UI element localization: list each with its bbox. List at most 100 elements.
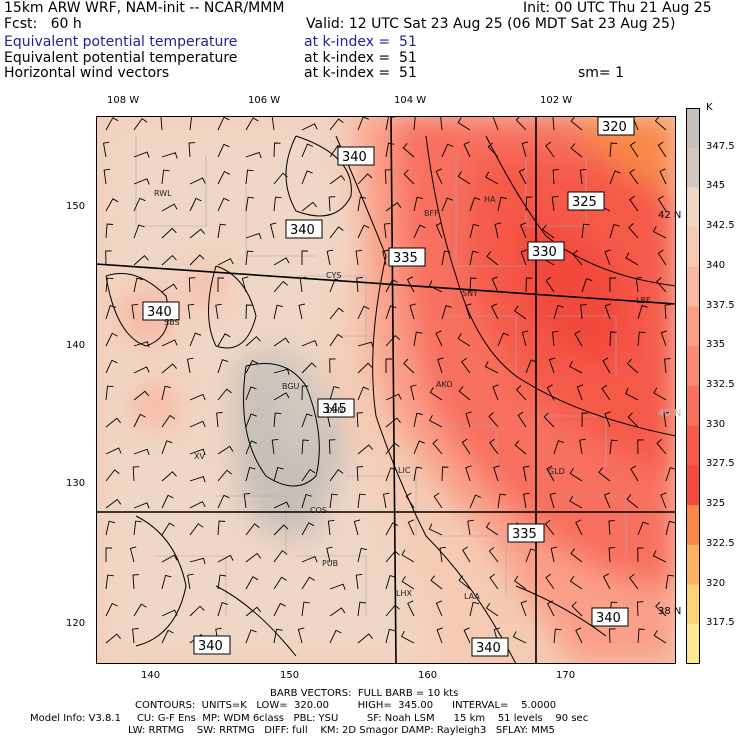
- wind-barb: [357, 362, 373, 374]
- wind-barb: [357, 224, 370, 239]
- wind-barb: [105, 332, 118, 347]
- wind-barb: [494, 222, 501, 239]
- wind-barb: [329, 358, 336, 374]
- wind-barb: [525, 359, 537, 374]
- wind-barb: [430, 575, 443, 590]
- wind-barb: [463, 141, 471, 158]
- wind-barb: [297, 627, 305, 644]
- wind-barb: [609, 223, 620, 239]
- wind-barb: [601, 384, 611, 401]
- wind-barb: [626, 494, 639, 509]
- wind-barb: [105, 198, 119, 212]
- lon-label: 104 W: [394, 95, 427, 106]
- wind-barb: [664, 304, 672, 320]
- wind-barb: [161, 522, 175, 536]
- wind-barb: [428, 523, 443, 536]
- theta-e-map: 320 325 330 335 335 340 340 340 340 340 …: [96, 116, 676, 664]
- contour-label: 320: [597, 116, 635, 136]
- city-label: PUB: [322, 559, 338, 568]
- wind-barb: [273, 142, 281, 158]
- wind-barb: [402, 143, 415, 158]
- svg-text:340: 340: [147, 305, 172, 320]
- wind-barb: [492, 384, 499, 401]
- wind-barb: [628, 573, 639, 590]
- valid-time: Valid: 12 UTC Sat 23 Aug 25 (06 MDT Sat …: [306, 16, 676, 32]
- wind-barb: [465, 303, 472, 320]
- wind-barb: [189, 177, 206, 185]
- svg-text:345: 345: [322, 402, 347, 417]
- wind-barb: [598, 467, 611, 482]
- wind-barb: [551, 195, 559, 212]
- wind-barb: [105, 469, 120, 482]
- wind-barb: [245, 336, 261, 347]
- wind-barb: [521, 330, 529, 347]
- colorbar-label: 340: [706, 259, 726, 271]
- wind-barb: [245, 250, 254, 266]
- wind-barb: [353, 519, 361, 536]
- wind-barb: [413, 196, 423, 212]
- wind-barb: [301, 468, 316, 482]
- wind-barb: [407, 519, 415, 536]
- wind-barb: [217, 469, 232, 482]
- contour-info: CONTOURS: UNITS=K LOW= 320.00 HIGH= 345.…: [135, 700, 557, 711]
- wind-barb: [629, 168, 639, 185]
- wind-barb: [329, 385, 340, 401]
- wind-barb: [105, 520, 116, 536]
- wind-barb: [636, 601, 644, 617]
- wind-barb: [216, 412, 223, 428]
- wind-barb: [189, 523, 204, 536]
- wind-barb: [273, 412, 282, 428]
- wind-barb: [461, 438, 471, 455]
- wind-barb: [245, 304, 253, 320]
- wind-barb: [604, 411, 611, 428]
- wind-barb: [491, 276, 499, 293]
- wind-barb: [429, 387, 443, 401]
- wind-barb: [413, 466, 423, 482]
- wind-barb: [217, 359, 229, 374]
- wind-barb: [385, 278, 399, 293]
- wind-barb: [490, 303, 499, 320]
- wind-barb: [382, 492, 390, 509]
- wind-barb: [105, 602, 118, 617]
- wind-barb: [105, 250, 112, 266]
- wind-barb: [356, 277, 363, 293]
- wind-barb: [132, 574, 140, 590]
- wind-barb: [485, 602, 499, 617]
- wind-barb: [329, 118, 344, 131]
- wind-barb: [245, 606, 262, 617]
- wind-barb: [217, 143, 230, 158]
- wind-barb: [133, 151, 150, 158]
- city-label: LBF: [636, 296, 651, 305]
- wind-barb: [545, 276, 555, 293]
- wind-barb: [609, 277, 616, 293]
- colorbar-label: 325: [706, 498, 726, 510]
- lon-label: 108 W: [107, 95, 140, 106]
- wind-barb: [569, 495, 583, 509]
- wind-barb: [637, 331, 646, 347]
- wind-barb: [273, 368, 290, 376]
- wind-barb: [544, 519, 555, 536]
- wind-barb: [441, 305, 452, 320]
- wind-barb: [410, 384, 417, 401]
- wind-barb: [301, 362, 317, 374]
- wind-barb: [515, 385, 527, 401]
- wind-barb: [273, 172, 288, 185]
- wind-barb: [609, 142, 618, 158]
- wind-barb: [273, 337, 290, 347]
- wind-barb: [273, 257, 290, 266]
- wind-barb: [105, 223, 114, 239]
- svg-text:340: 340: [342, 150, 367, 165]
- wind-barb: [329, 493, 338, 509]
- wind-barb: [385, 467, 397, 482]
- wind-barb: [186, 357, 194, 374]
- wind-barb: [189, 254, 205, 266]
- wind-barb: [385, 442, 400, 455]
- wind-barb: [245, 196, 255, 212]
- wind-barb: [664, 358, 671, 374]
- model-title: 15km ARW WRF, NAM-init -- NCAR/MMM: [4, 0, 285, 16]
- wind-barb: [663, 411, 670, 428]
- wind-barb: [301, 601, 310, 617]
- wind-barb: [188, 142, 196, 158]
- wind-barb: [357, 633, 373, 644]
- wind-barb: [299, 276, 307, 293]
